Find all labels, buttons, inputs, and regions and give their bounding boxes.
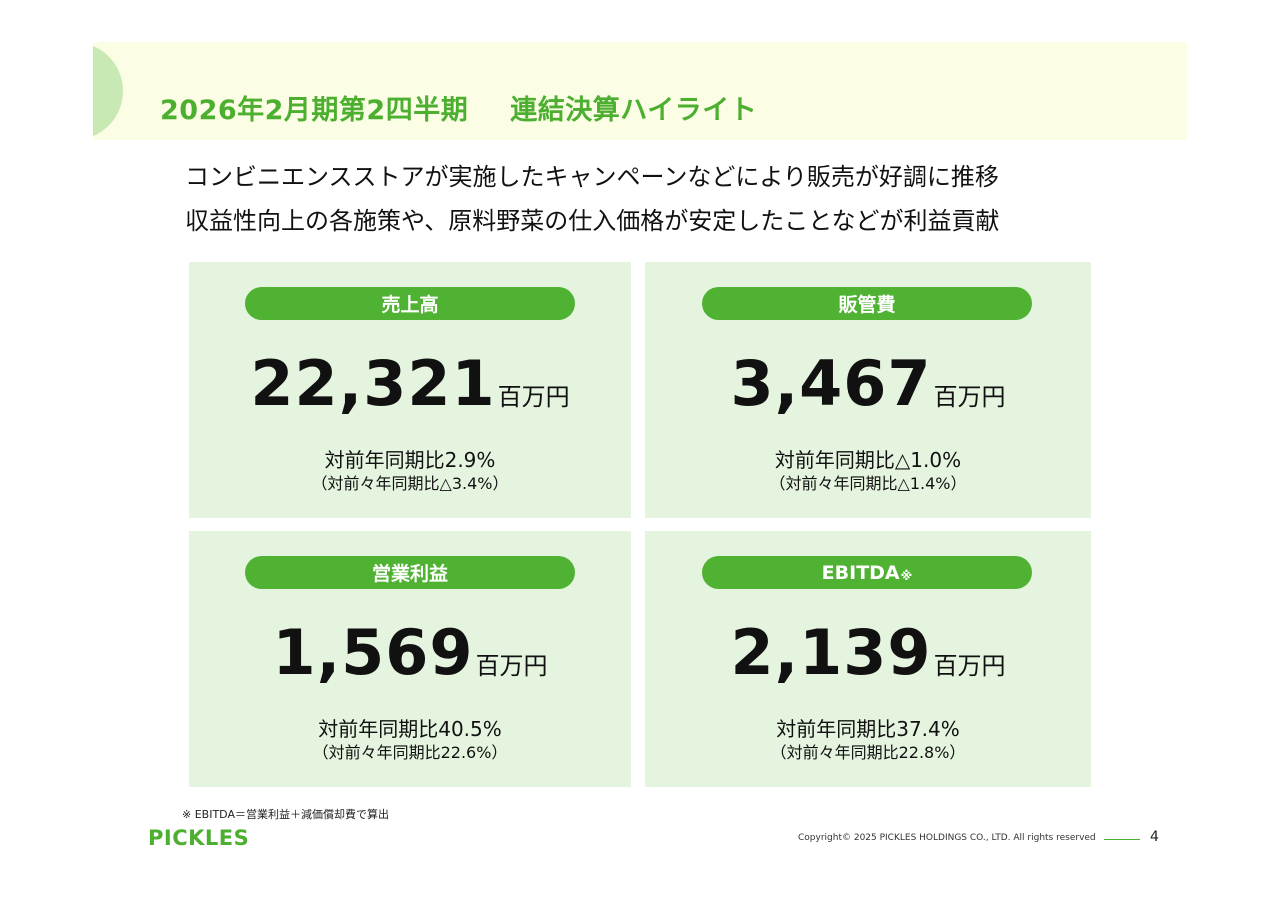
kpi-label: EBITDA ※ [702, 556, 1032, 589]
page-number: 4 [1150, 829, 1159, 845]
kpi-label: 売上高 [245, 287, 575, 320]
kpi-value: 1,569百万円 [189, 616, 631, 689]
copyright: Copyright© 2025 PICKLES HOLDINGS CO., LT… [798, 833, 1096, 843]
kpi-yoy: 対前年同期比△1.0% [774, 448, 962, 472]
kpi-label: 販管費 [702, 287, 1032, 320]
kpi-unit: 百万円 [497, 383, 570, 411]
kpi-unit: 百万円 [933, 383, 1006, 411]
header-accent-shape [93, 42, 123, 140]
footnote-mark: ※ [900, 568, 913, 583]
kpi-card-sga: 販管費 3,467百万円 対前年同期比△1.0% （対前々年同期比△1.4%） [645, 262, 1091, 518]
company-logo: PICKLES [148, 826, 250, 850]
kpi-yoy-two-years: （対前々年同期比△1.4%） [769, 474, 967, 493]
kpi-yoy-two-years: （対前々年同期比△3.4%） [311, 474, 509, 493]
kpi-unit: 百万円 [933, 652, 1006, 680]
kpi-yoy: 対前年同期比40.5% [318, 717, 502, 741]
kpi-number: 22,321 [250, 347, 496, 420]
kpi-value: 22,321百万円 [189, 347, 631, 420]
kpi-value: 2,139百万円 [645, 616, 1091, 689]
page-title-subject: 連結決算ハイライト [510, 95, 758, 126]
kpi-number: 1,569 [272, 616, 474, 689]
footnote: ※ EBITDA＝営業利益＋減価償却費で算出 [182, 808, 389, 821]
kpi-value: 3,467百万円 [645, 347, 1091, 420]
kpi-yoy: 対前年同期比2.9% [324, 448, 496, 472]
page-title: 2026年2月期第2四半期 連結決算ハイライト [160, 88, 757, 127]
kpi-yoy-two-years: （対前々年同期比22.8%） [770, 743, 966, 762]
kpi-number: 2,139 [730, 616, 932, 689]
kpi-yoy: 対前年同期比37.4% [776, 717, 960, 741]
lead-line-2: 収益性向上の各施策や、原料野菜の仕入価格が安定したことなどが利益貢献 [185, 207, 1000, 235]
kpi-number: 3,467 [730, 347, 932, 420]
kpi-unit: 百万円 [475, 652, 548, 680]
kpi-yoy-two-years: （対前々年同期比22.6%） [312, 743, 508, 762]
kpi-label: 営業利益 [245, 556, 575, 589]
kpi-card-ebitda: EBITDA ※ 2,139百万円 対前年同期比37.4% （対前々年同期比22.… [645, 531, 1091, 787]
header-band [93, 42, 1187, 140]
kpi-card-operating-profit: 営業利益 1,569百万円 対前年同期比40.5% （対前々年同期比22.6%） [189, 531, 631, 787]
page-title-period: 2026年2月期第2四半期 [160, 95, 469, 126]
kpi-card-sales: 売上高 22,321百万円 対前年同期比2.9% （対前々年同期比△3.4%） [189, 262, 631, 518]
lead-line-1: コンビニエンスストアが実施したキャンペーンなどにより販売が好調に推移 [185, 163, 999, 191]
copyright-divider [1104, 839, 1140, 840]
